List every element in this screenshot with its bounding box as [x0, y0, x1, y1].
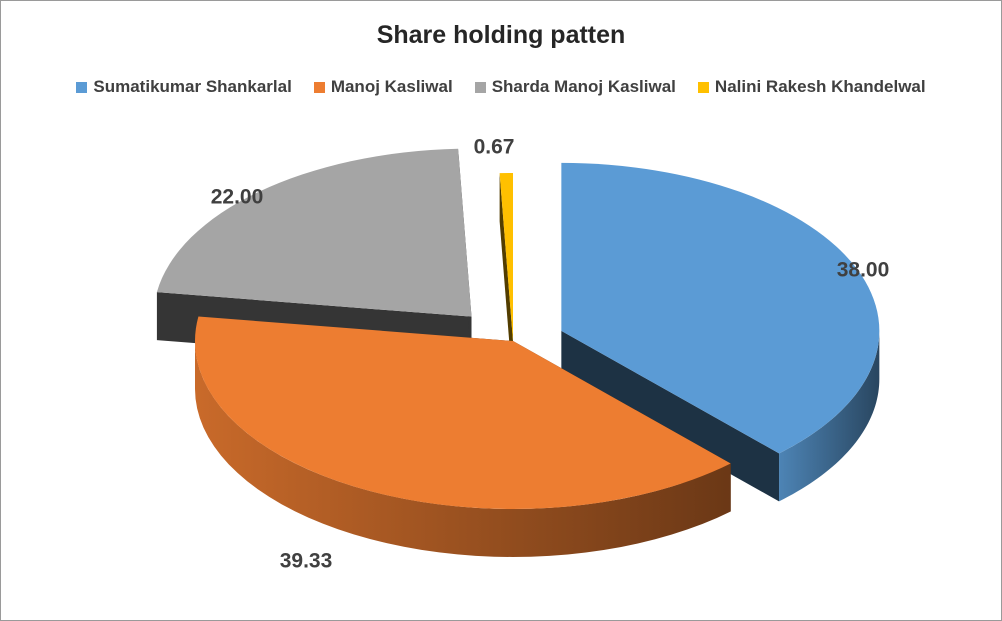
- legend-swatch-sumatikumar: [76, 81, 88, 93]
- pie-slice-sumatikumar: [561, 162, 880, 454]
- pie-slice-manoj: [195, 316, 731, 509]
- legend-swatch-sharda: [474, 81, 486, 93]
- pie-slice-nalini: [499, 173, 513, 341]
- data-label-sharda: 22.00: [211, 186, 264, 209]
- legend-label-nalini: Nalini Rakesh Khandelwal: [714, 77, 926, 96]
- slice-radial-face-nalini-start: [499, 173, 513, 389]
- legend-item-sharda: Sharda Manoj Kasliwal: [474, 77, 676, 97]
- legend-item-sumatikumar: Sumatikumar Shankarlal: [76, 77, 292, 97]
- pie-slice-sharda: [156, 148, 472, 317]
- legend-label-sumatikumar: Sumatikumar Shankarlal: [93, 77, 292, 96]
- legend-item-nalini: Nalini Rakesh Khandelwal: [697, 77, 926, 97]
- data-labels: 38.00 39.33 22.00 0.67: [211, 136, 890, 573]
- slice-radial-face-sumatikumar-end: [561, 330, 780, 502]
- legend-swatch-nalini: [697, 81, 709, 93]
- data-label-sumatikumar: 38.00: [837, 259, 890, 282]
- data-label-nalini: 0.67: [474, 136, 515, 159]
- slice-outer-wall-sumatikumar: [779, 330, 880, 502]
- legend-item-manoj: Manoj Kasliwal: [313, 77, 453, 97]
- data-label-manoj: 39.33: [280, 550, 333, 573]
- slice-tops: [156, 148, 880, 509]
- legend-label-sharda: Sharda Manoj Kasliwal: [491, 77, 676, 96]
- legend: Sumatikumar Shankarlal Manoj Kasliwal Sh…: [1, 77, 1001, 97]
- chart-title: Share holding patten: [376, 21, 626, 49]
- legend-swatch-manoj: [313, 81, 325, 93]
- legend-label-manoj: Manoj Kasliwal: [330, 77, 453, 96]
